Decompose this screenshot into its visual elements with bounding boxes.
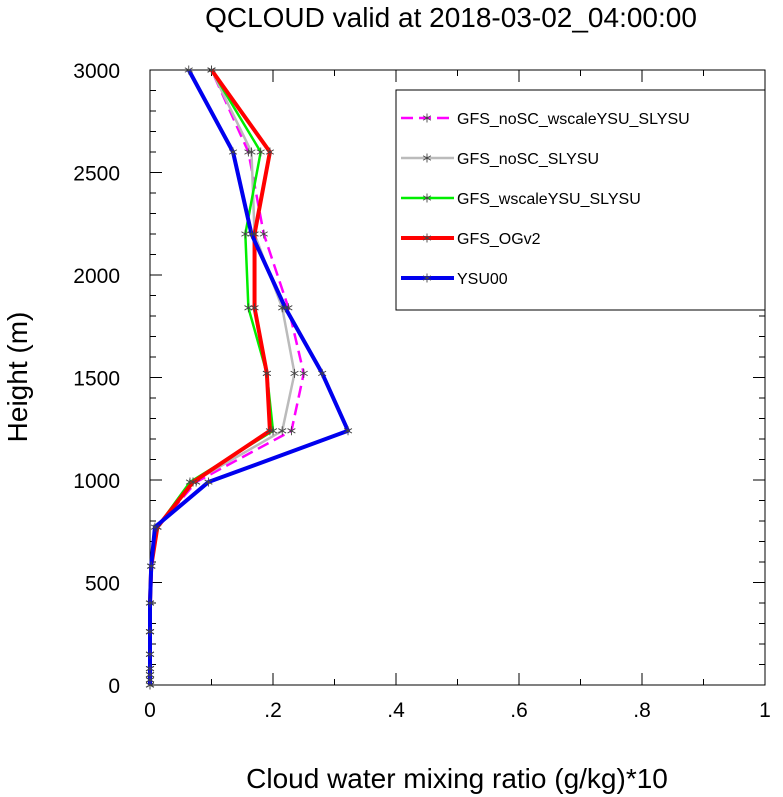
data-point-marker <box>318 370 327 377</box>
data-point-marker <box>247 231 256 237</box>
legend-label: GFS_wscaleYSU_SLYSU <box>457 191 641 208</box>
data-point-marker <box>299 370 308 377</box>
data-point-marker <box>422 195 432 201</box>
data-point-marker <box>145 651 155 657</box>
data-point-marker <box>207 67 216 73</box>
legend-box <box>395 89 766 311</box>
data-point-marker <box>265 428 275 434</box>
chart-title: QCLOUD valid at 2018-03-02_04:00:00 <box>205 2 697 33</box>
x-tick-label: .4 <box>387 699 405 722</box>
data-point-marker <box>204 479 213 485</box>
data-point-marker <box>262 370 271 377</box>
data-point-marker <box>290 370 299 377</box>
data-point-marker <box>145 672 155 678</box>
series-lines <box>145 65 353 690</box>
data-point-marker <box>422 155 432 161</box>
data-point-marker <box>250 305 259 311</box>
data-point-marker <box>241 231 250 237</box>
data-point-marker <box>281 305 290 311</box>
y-tick-label: 0 <box>108 675 120 698</box>
legend: GFS_noSC_wscaleYSU_SLYSU GFS_noSC_SLYSU GF… <box>395 89 766 311</box>
data-point-marker <box>145 677 155 683</box>
x-tick-label: .2 <box>264 699 282 722</box>
y-axis-label: Height (m) <box>2 312 33 443</box>
series-group <box>145 65 353 690</box>
data-point-marker <box>343 428 353 434</box>
data-point-marker <box>150 524 160 530</box>
x-tick-label: .8 <box>633 699 651 722</box>
y-tick-label: 2000 <box>73 265 120 288</box>
series-line <box>148 69 305 685</box>
y-tick-label: 2500 <box>73 163 120 186</box>
data-point-marker <box>256 149 265 155</box>
data-point-marker <box>422 115 432 121</box>
legend-label: GFS_noSC_SLYSU <box>457 151 599 168</box>
data-point-marker <box>145 665 155 672</box>
y-tick-label: 3000 <box>73 60 120 83</box>
x-axis-label: Cloud water mixing ratio (g/kg)*10 <box>246 763 668 794</box>
y-tick-label: 500 <box>85 573 120 596</box>
data-point-marker <box>422 275 432 281</box>
legend-label: YSU00 <box>457 271 508 288</box>
legend-label: GFS_OGv2 <box>457 231 541 248</box>
data-point-marker <box>265 149 275 155</box>
data-point-marker <box>188 479 198 485</box>
x-tick-label: .6 <box>510 699 528 722</box>
legend-label: GFS_noSC_wscaleYSU_SLYSU <box>457 111 690 128</box>
data-point-marker <box>259 231 268 237</box>
data-point-marker <box>145 600 155 606</box>
data-point-marker <box>247 149 256 155</box>
data-point-marker <box>244 305 253 311</box>
data-point-marker <box>145 682 155 688</box>
y-tick-label: 1500 <box>73 368 120 391</box>
x-tick-label: 0 <box>144 699 156 722</box>
data-point-marker <box>287 428 296 434</box>
data-point-marker <box>145 629 155 635</box>
data-point-marker <box>422 235 432 241</box>
x-tick-label: 1 <box>759 699 771 722</box>
axis-ticks: 0 .2 .4 .6 .8 1 0 500 1000 1500 2000 2500 3000 <box>73 60 771 722</box>
y-tick-label: 1000 <box>73 470 120 493</box>
data-point-marker <box>184 67 193 73</box>
data-point-marker <box>278 428 287 434</box>
data-point-marker <box>228 149 238 155</box>
data-point-marker <box>147 563 156 569</box>
